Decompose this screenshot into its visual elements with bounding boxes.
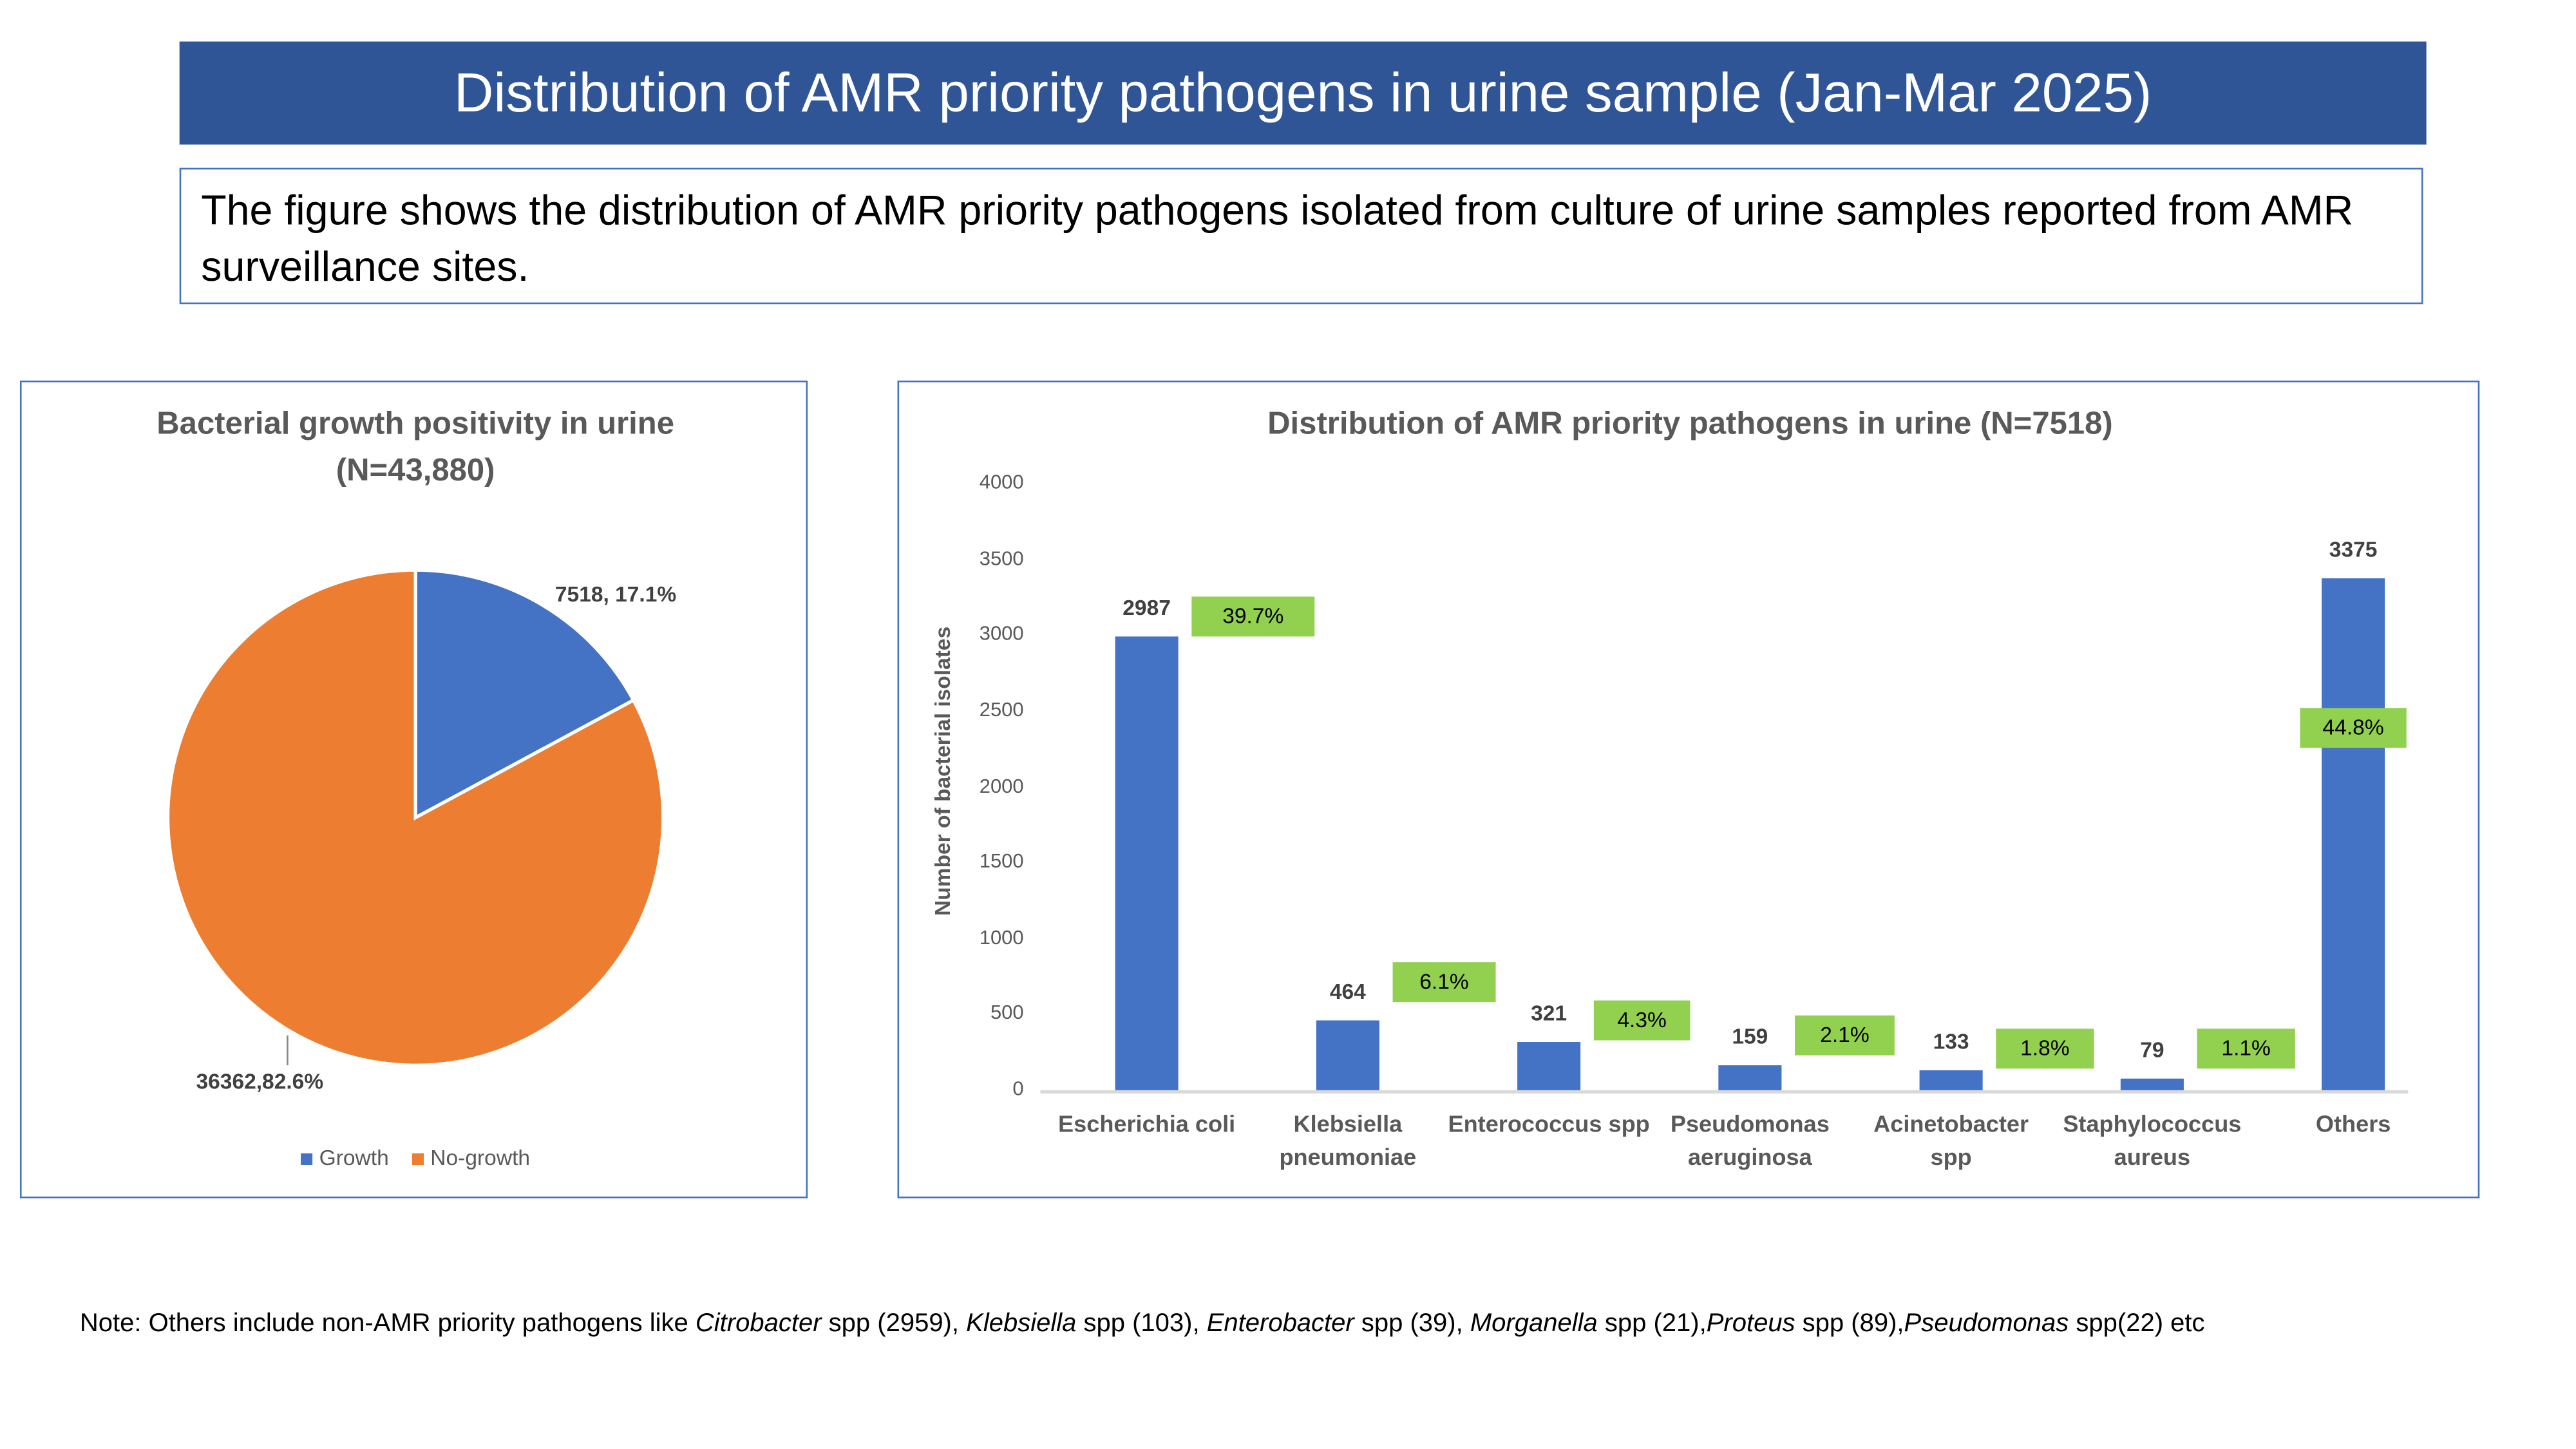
category-line: Escherichia coli: [1058, 1110, 1236, 1137]
y-tick-label: 0: [1012, 1077, 1024, 1101]
bar: [2120, 1078, 2184, 1090]
category-line: Enterococcus spp: [1448, 1110, 1650, 1137]
y-tick-label: 1500: [979, 849, 1024, 873]
pie-title-line1: Bacterial growth positivity in urine: [156, 407, 674, 442]
bar-value-label: 159: [1732, 1024, 1768, 1050]
category-line: Acinetobacter: [1873, 1110, 2029, 1137]
percent-label: 2.1%: [1795, 1015, 1895, 1056]
pie-slice-no-growth: [166, 568, 665, 1067]
x-axis-line: [1040, 1090, 2409, 1093]
page-title: Distribution of AMR priority pathogens i…: [179, 41, 2427, 145]
footnote: Note: Others include non-AMR priority pa…: [79, 1309, 2205, 1338]
category-line: Pseudomonas: [1670, 1110, 1830, 1137]
category-line: aeruginosa: [1687, 1143, 1812, 1170]
pie-data-label: 36362,82.6%: [196, 1070, 324, 1094]
legend-no-growth: No-growth: [412, 1145, 530, 1170]
y-tick-label: 2000: [979, 773, 1024, 797]
description-box: The figure shows the distribution of AMR…: [179, 167, 2423, 305]
x-category-label: Enterococcus spp: [1446, 1107, 1652, 1141]
bar: [2322, 578, 2385, 1090]
pie-slice-growth: [413, 568, 636, 820]
y-tick-label: 500: [990, 1001, 1024, 1025]
bar-chart-panel: Distribution of AMR priority pathogens i…: [897, 380, 2480, 1198]
bar: [1115, 637, 1179, 1090]
percent-label: 44.8%: [2300, 708, 2407, 748]
y-tick-label: 4000: [979, 470, 1024, 494]
y-tick-label: 3500: [979, 546, 1024, 570]
percent-label: 39.7%: [1191, 596, 1315, 637]
x-category-label: Others: [2250, 1107, 2456, 1141]
bar: [1718, 1066, 1782, 1090]
bar-value-label: 133: [1933, 1028, 1969, 1054]
percent-label: 4.3%: [1593, 1000, 1690, 1041]
x-category-label: Pseudomonas aeruginosa: [1647, 1107, 1853, 1173]
percent-label: 1.1%: [2197, 1028, 2295, 1069]
bar: [1316, 1019, 1379, 1090]
bar: [1919, 1070, 1983, 1090]
x-category-label: Acinetobacter spp: [1848, 1107, 2054, 1173]
bar-value-label: 3375: [2329, 536, 2378, 562]
x-category-label: Staphylococcus aureus: [2049, 1107, 2255, 1173]
y-tick-label: 2500: [979, 697, 1024, 721]
pie-title-line2: (N=43,880): [336, 453, 495, 489]
category-line: pneumoniae: [1279, 1143, 1417, 1170]
y-tick-label: 3000: [979, 621, 1024, 645]
bar-value-label: 321: [1531, 999, 1567, 1025]
pie-chart-panel: Bacterial growth positivity in urine (N=…: [19, 380, 808, 1198]
pie-chart: 7518, 17.1% 36362,82.6%: [166, 568, 676, 1094]
category-line: Staphylococcus: [2063, 1110, 2242, 1137]
bar-value-label: 2987: [1122, 595, 1171, 621]
x-category-label: Escherichia coli: [1044, 1107, 1250, 1141]
pie-data-label: 7518, 17.1%: [555, 583, 676, 607]
x-category-label: Klebsiella pneumoniae: [1245, 1107, 1451, 1173]
legend-growth: Growth: [301, 1145, 389, 1170]
bar-chart-title: Distribution of AMR priority pathogens i…: [1267, 407, 2113, 442]
category-line: Klebsiella: [1293, 1110, 1403, 1137]
percent-label: 6.1%: [1392, 962, 1496, 1003]
category-line: aureus: [2114, 1143, 2191, 1170]
category-line: spp: [1930, 1143, 1972, 1170]
percent-label: 1.8%: [1996, 1028, 2094, 1069]
category-line: Others: [2315, 1110, 2391, 1137]
y-tick-label: 1000: [979, 925, 1024, 949]
bar-value-label: 79: [2140, 1036, 2164, 1062]
bar: [1517, 1041, 1581, 1090]
bar-value-label: 464: [1329, 978, 1366, 1003]
